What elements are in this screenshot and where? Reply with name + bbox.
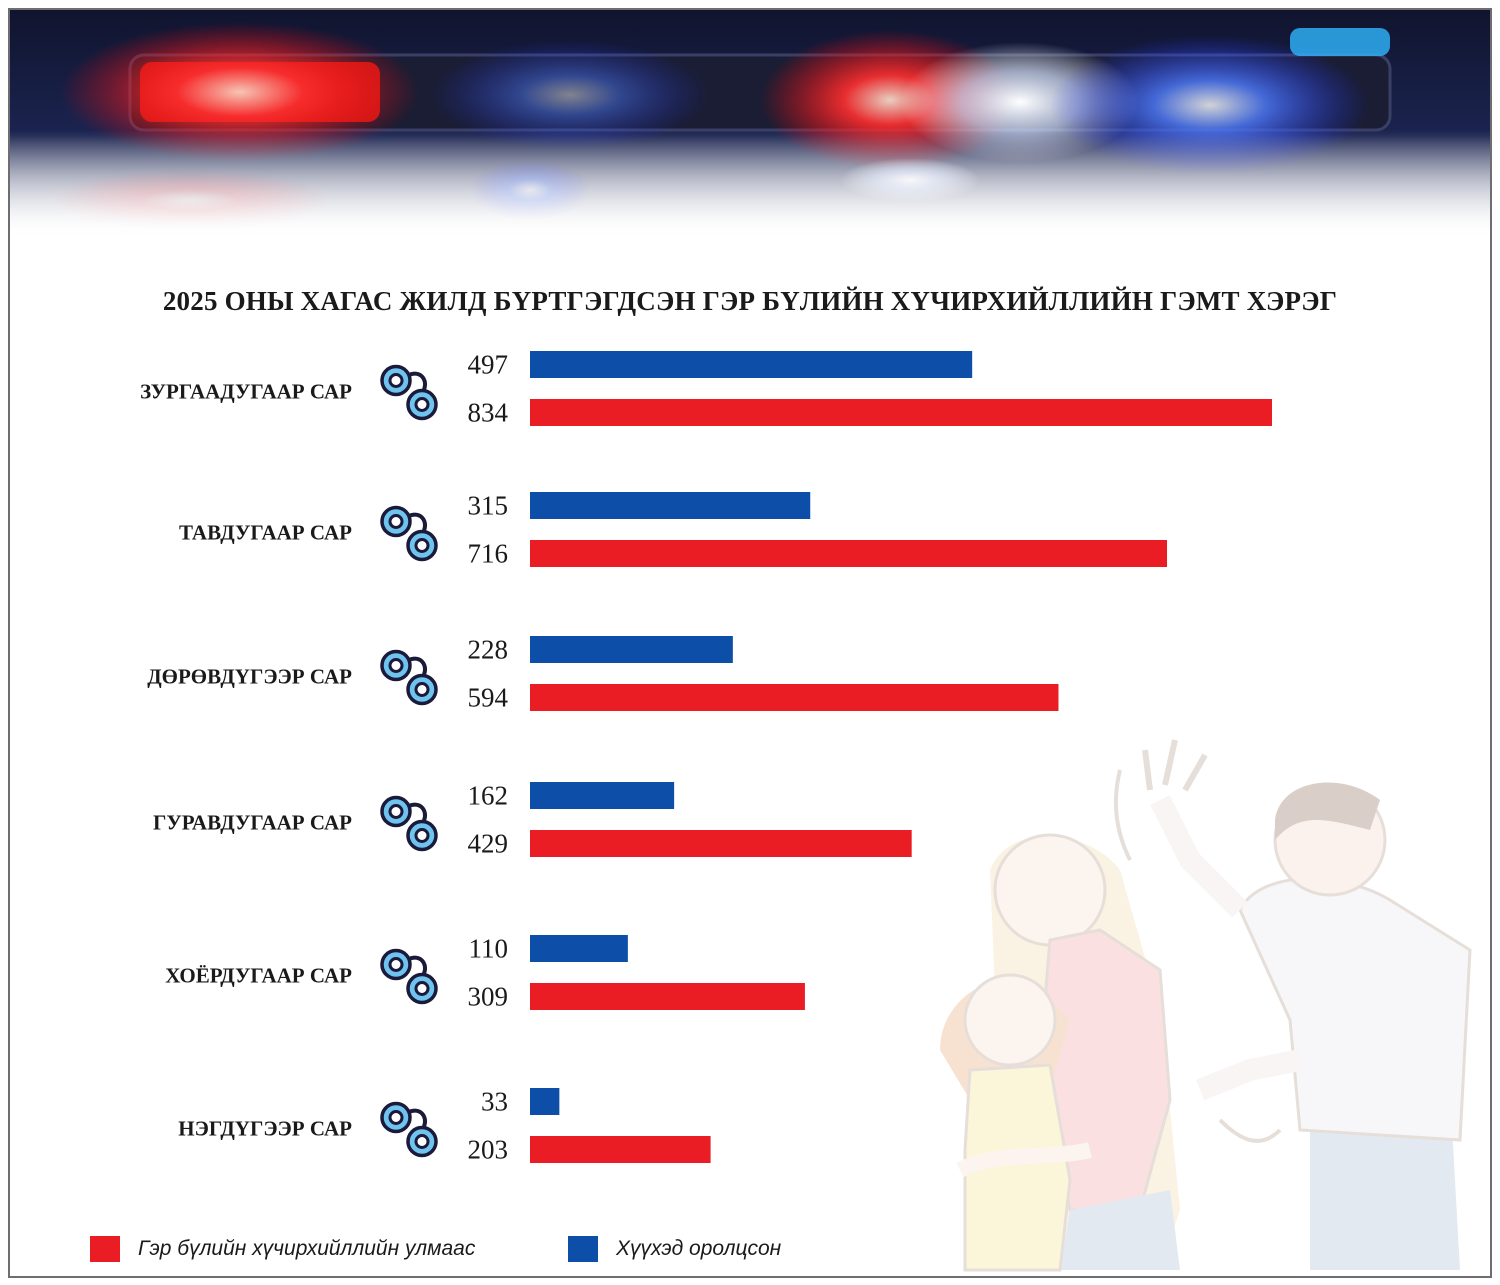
- category-label: НЭГДҮГЭЭР САР: [178, 1117, 352, 1141]
- bar-domestic-violence: [530, 684, 1059, 711]
- value-label-domestic-violence: 834: [468, 398, 509, 428]
- legend-label-blue: Хүүхэд оролцсон: [616, 1237, 782, 1260]
- bar-domestic-violence: [530, 830, 912, 857]
- handcuffs-icon: [380, 364, 438, 421]
- chart-title: 2025 ОНЫ ХАГАС ЖИЛД БҮРТГЭГДСЭН ГЭР БҮЛИ…: [162, 286, 1338, 316]
- value-label-children-involved: 33: [481, 1087, 508, 1117]
- handcuffs-icon: [380, 948, 438, 1005]
- category-label: ХОЁРДУГААР САР: [165, 964, 352, 988]
- bar-domestic-violence: [530, 1136, 711, 1163]
- bar-children-involved: [530, 935, 628, 962]
- handcuffs-icon: [380, 795, 438, 852]
- value-label-children-involved: 110: [469, 934, 509, 964]
- bar-chart: ЗУРГААДУГААР САР 497 834 ТАВДУГААР САР 315 71…: [140, 350, 1272, 1165]
- value-label-domestic-violence: 594: [468, 683, 509, 713]
- category-label: ЗУРГААДУГААР САР: [140, 380, 352, 404]
- family-violence-illustration: [940, 739, 1472, 1272]
- bar-children-involved: [530, 636, 733, 663]
- bar-children-involved: [530, 782, 675, 809]
- legend-swatch-red: [90, 1236, 120, 1262]
- value-label-children-involved: 228: [468, 635, 509, 665]
- legend-label-red: Гэр бүлийн хүчирхийллийн улмаас: [138, 1237, 476, 1260]
- value-label-children-involved: 497: [468, 350, 509, 380]
- value-label-children-involved: 315: [468, 491, 509, 521]
- police-lights-banner: [10, 10, 1490, 238]
- bar-domestic-violence: [530, 540, 1168, 567]
- value-label-domestic-violence: 203: [468, 1135, 509, 1165]
- legend-item-blue: Хүүхэд оролцсон: [568, 1232, 781, 1266]
- category-label: ДӨРӨВДҮГЭЭР САР: [147, 665, 352, 689]
- legend: Гэр бүлийн хүчирхийллийн улмаас Хүүхэд о…: [90, 1232, 990, 1272]
- infographic-frame: 2025 ОНЫ ХАГАС ЖИЛД БҮРТГЭГДСЭН ГЭР БҮЛИ…: [8, 8, 1492, 1278]
- value-label-children-involved: 162: [468, 781, 509, 811]
- category-label: ТАВДУГААР САР: [179, 521, 352, 545]
- value-label-domestic-violence: 429: [468, 829, 509, 859]
- handcuffs-icon: [380, 1101, 438, 1158]
- handcuffs-icon: [380, 505, 438, 562]
- bar-children-involved: [530, 492, 811, 519]
- legend-item-red: Гэр бүлийн хүчирхийллийн улмаас: [90, 1232, 475, 1266]
- handcuffs-icon: [380, 649, 438, 706]
- value-label-domestic-violence: 716: [468, 539, 509, 569]
- bar-children-involved: [530, 1088, 560, 1115]
- category-label: ГУРАВДУГААР САР: [153, 811, 352, 835]
- bar-domestic-violence: [530, 399, 1272, 426]
- bar-domestic-violence: [530, 983, 805, 1010]
- value-label-domestic-violence: 309: [468, 982, 509, 1012]
- bar-children-involved: [530, 351, 973, 378]
- legend-swatch-blue: [568, 1236, 598, 1262]
